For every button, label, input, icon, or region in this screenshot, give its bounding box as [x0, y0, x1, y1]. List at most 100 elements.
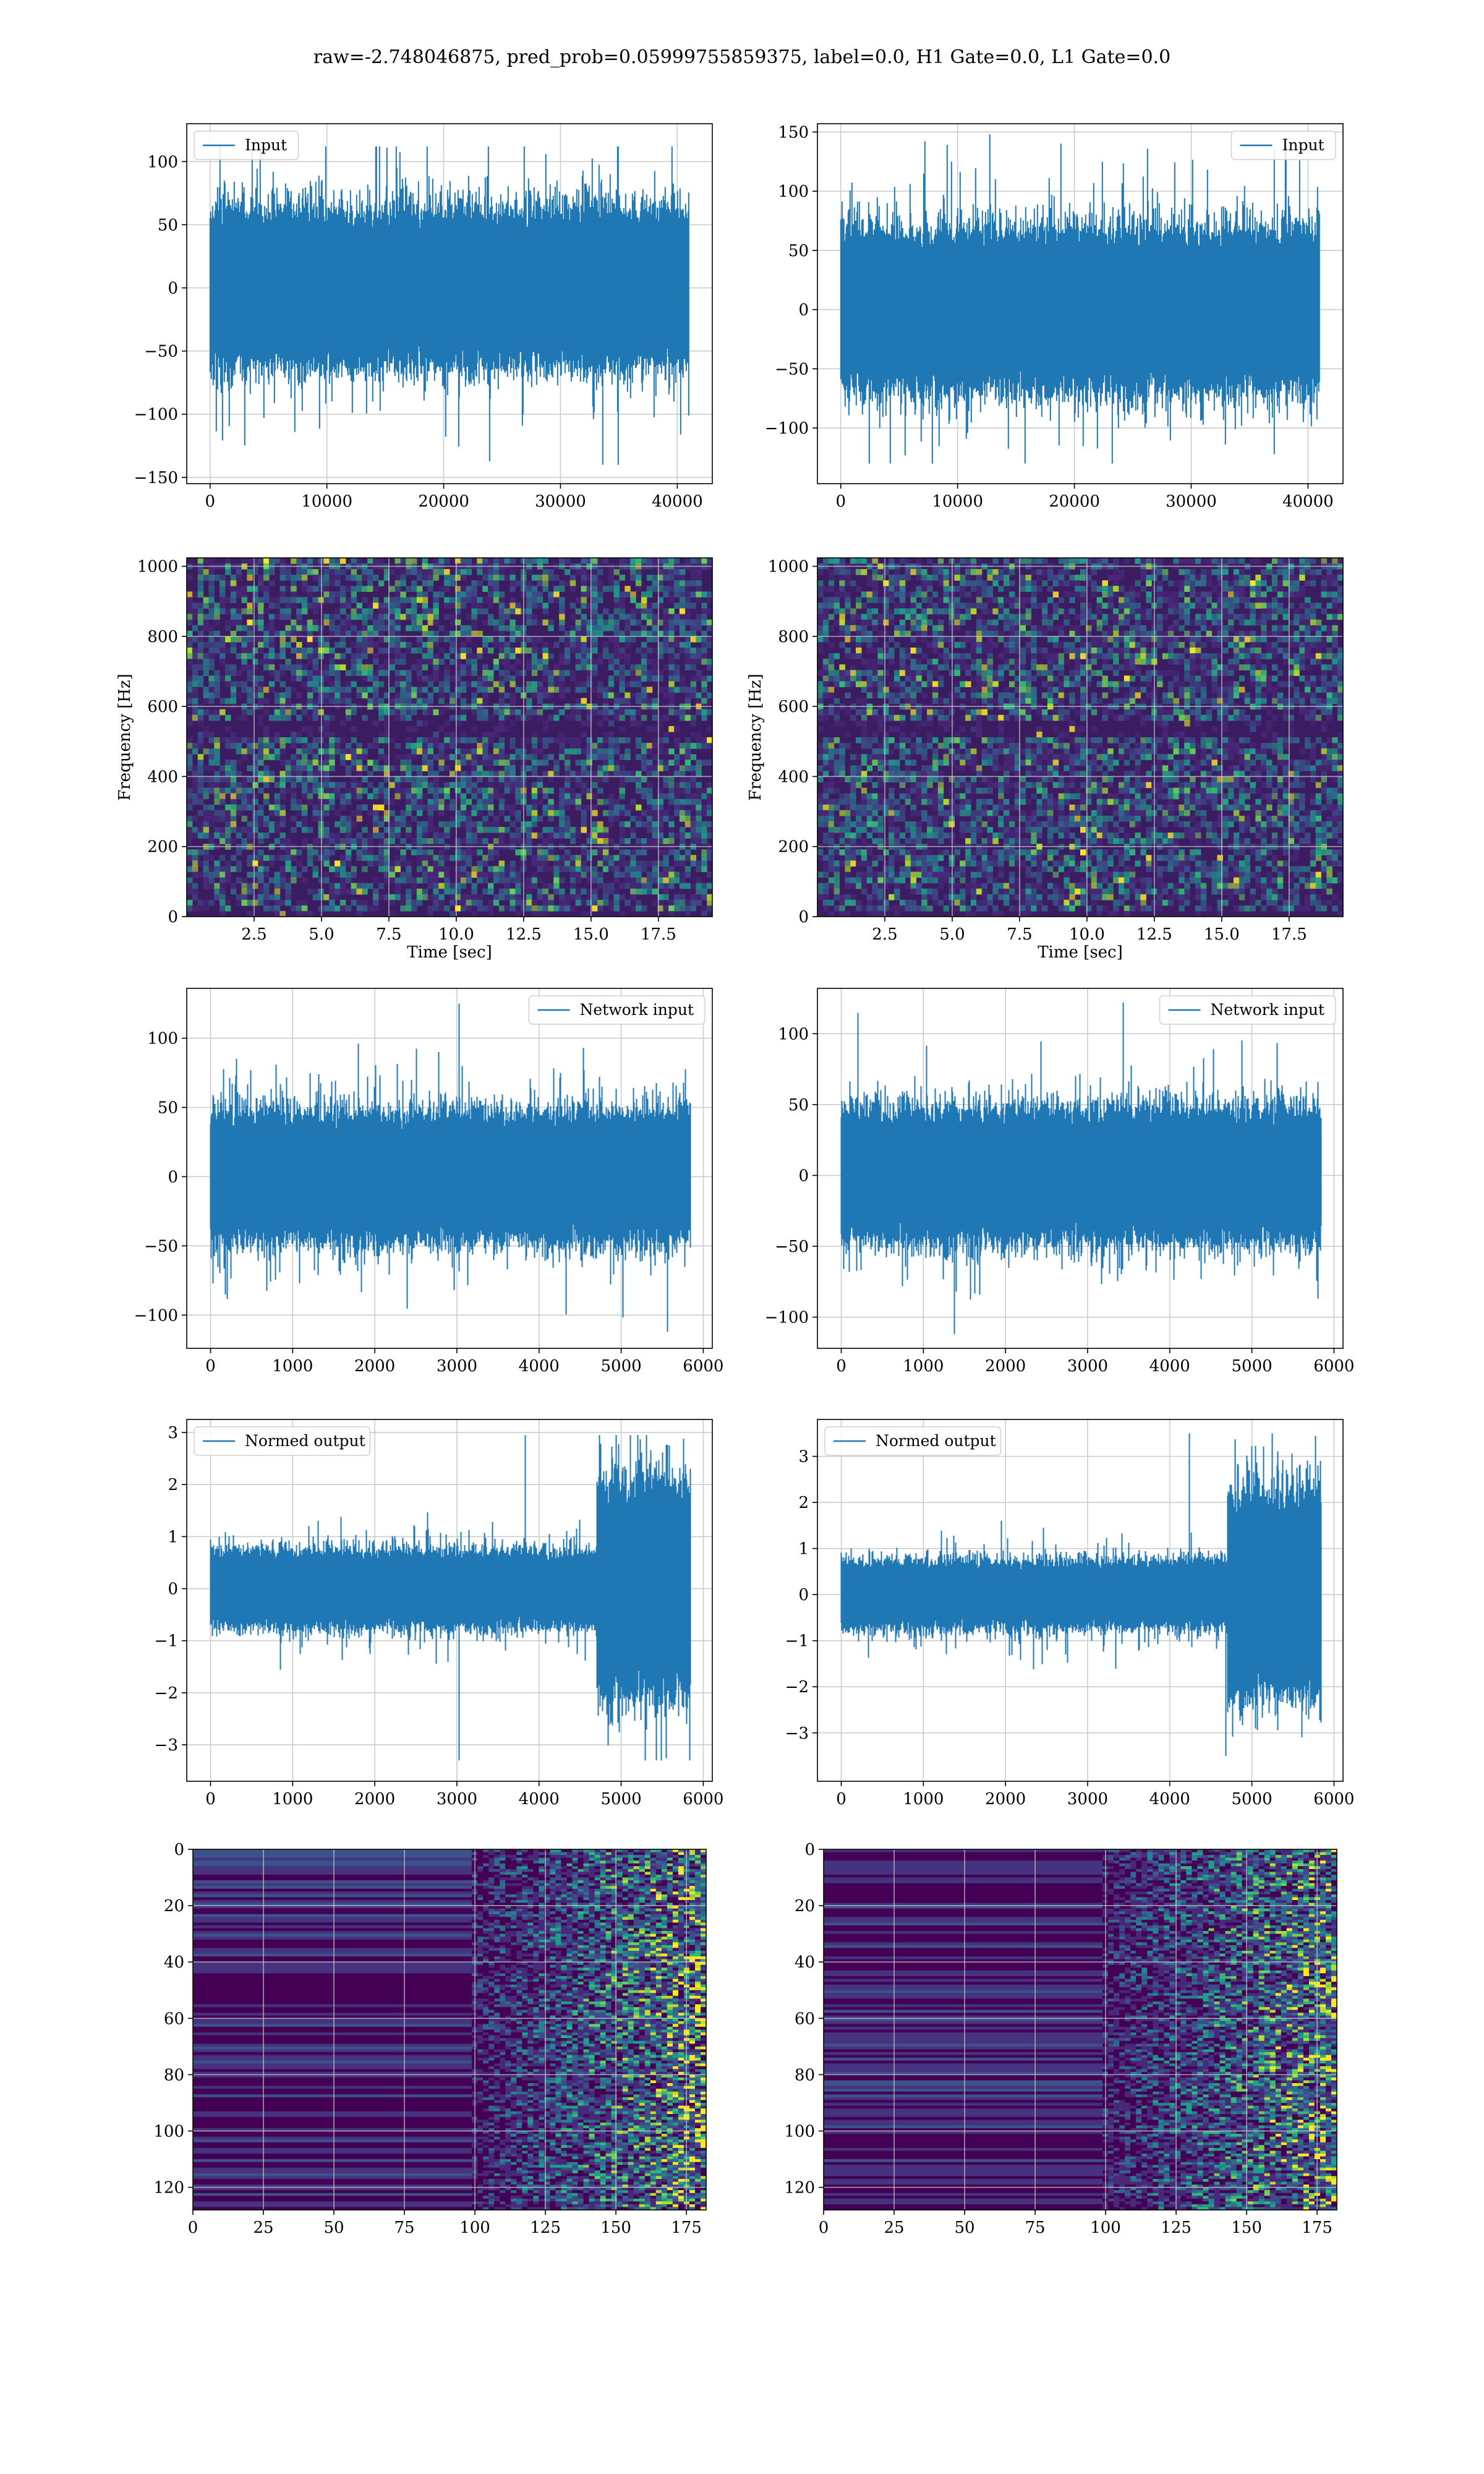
- heatmap-cell: [291, 586, 297, 592]
- heatmap-cell: [351, 664, 357, 670]
- heatmap-cell: [187, 743, 193, 749]
- heatmap-cell: [241, 815, 247, 822]
- heatmap-cell: [329, 894, 335, 901]
- heatmap-cell: [301, 810, 308, 816]
- heatmap-cell: [1228, 614, 1234, 620]
- heatmap-cell: [608, 653, 615, 659]
- heatmap-cell: [214, 737, 220, 743]
- heatmap-cell: [652, 899, 659, 906]
- heatmap-cell: [356, 760, 362, 766]
- heatmap-cell: [296, 776, 302, 783]
- heatmap-cell: [630, 619, 636, 626]
- heatmap-cell: [274, 602, 281, 609]
- heatmap-cell: [241, 714, 247, 721]
- heatmap-cell: [641, 625, 647, 631]
- heatmap-cell: [296, 860, 302, 867]
- heatmap-cell: [187, 681, 193, 688]
- heatmap-cell: [345, 765, 352, 771]
- heatmap-cell: [1228, 591, 1234, 598]
- heatmap-cell: [477, 860, 483, 867]
- heatmap-cell: [477, 648, 483, 654]
- heatmap-cell: [339, 687, 346, 693]
- heatmap-cell: [608, 838, 615, 844]
- heatmap-cell: [285, 771, 291, 777]
- heatmap-cell: [679, 833, 686, 839]
- heatmap-cell: [531, 910, 538, 917]
- heatmap-cell: [619, 664, 625, 670]
- heatmap-cell: [696, 765, 702, 771]
- heatmap-cell: [323, 597, 330, 604]
- heatmap-cell: [438, 860, 445, 867]
- heatmap-cell: [1255, 597, 1261, 604]
- heatmap-cell: [296, 910, 302, 917]
- heatmap-cell: [307, 636, 313, 643]
- heatmap-cell: [335, 698, 341, 704]
- heatmap-cell: [427, 866, 434, 873]
- heatmap-cell: [531, 754, 538, 760]
- heatmap-cell: [268, 569, 275, 575]
- heatmap-cell: [690, 860, 697, 867]
- heatmap-cell: [433, 782, 439, 789]
- heatmap-cell: [690, 648, 697, 654]
- heatmap-cell: [834, 558, 840, 564]
- heatmap-cell: [351, 754, 357, 760]
- heatmap-cell: [356, 630, 362, 637]
- heatmap-cell: [482, 793, 488, 800]
- heatmap-cell: [1233, 569, 1240, 575]
- heatmap-cell: [515, 782, 521, 789]
- heatmap-cell: [498, 558, 505, 564]
- heatmap-cell: [1277, 558, 1284, 564]
- heatmap-cell: [378, 714, 385, 721]
- y-tick-label: 200: [147, 838, 178, 857]
- heatmap-cell: [351, 625, 357, 631]
- heatmap-cell: [203, 899, 210, 906]
- heatmap-cell: [389, 709, 396, 716]
- heatmap-cell: [663, 855, 669, 861]
- heatmap-cell: [575, 619, 582, 626]
- heatmap-cell: [187, 815, 193, 822]
- heatmap-cell: [268, 648, 275, 654]
- heatmap-cell: [537, 664, 544, 670]
- heatmap-cell: [197, 810, 204, 816]
- heatmap-cell: [274, 754, 281, 760]
- heatmap-cell: [373, 720, 379, 727]
- heatmap-cell: [1031, 636, 1037, 643]
- heatmap-cell: [1146, 580, 1152, 586]
- heatmap-cell: [323, 877, 330, 884]
- heatmap-cell: [466, 614, 472, 620]
- heatmap-cell: [998, 586, 1004, 592]
- heatmap-cell: [559, 894, 565, 901]
- heatmap-cell: [1294, 591, 1300, 598]
- heatmap-cell: [646, 698, 653, 704]
- heatmap-cell: [460, 653, 467, 659]
- heatmap-cell: [1261, 575, 1267, 581]
- heatmap-cell: [241, 653, 247, 659]
- heatmap-cell: [619, 849, 625, 855]
- heatmap-cell: [559, 827, 565, 833]
- heatmap-cell: [684, 810, 691, 816]
- heatmap-cell: [921, 597, 927, 604]
- heatmap-cell: [291, 760, 297, 766]
- heatmap-cell: [373, 905, 379, 912]
- heatmap-cell: [307, 602, 313, 609]
- heatmap-cell: [274, 827, 281, 833]
- heatmap-cell: [998, 630, 1004, 637]
- heatmap-cell: [674, 743, 680, 749]
- heatmap-cell: [1332, 575, 1338, 581]
- heatmap-cell: [291, 580, 297, 586]
- heatmap-cell: [454, 569, 461, 575]
- heatmap-cell: [586, 737, 592, 743]
- heatmap-cell: [208, 664, 215, 670]
- heatmap-cell: [258, 849, 264, 855]
- heatmap-cell: [220, 866, 226, 873]
- heatmap-cell: [657, 648, 663, 654]
- heatmap-cell: [602, 860, 609, 867]
- heatmap-cell: [526, 591, 532, 598]
- heatmap-cell: [542, 838, 548, 844]
- heatmap-cell: [883, 630, 889, 637]
- heatmap-cell: [362, 754, 368, 760]
- heatmap-cell: [454, 776, 461, 783]
- heatmap-cell: [905, 558, 911, 564]
- heatmap-cell: [927, 580, 933, 586]
- heatmap-cell: [373, 737, 379, 743]
